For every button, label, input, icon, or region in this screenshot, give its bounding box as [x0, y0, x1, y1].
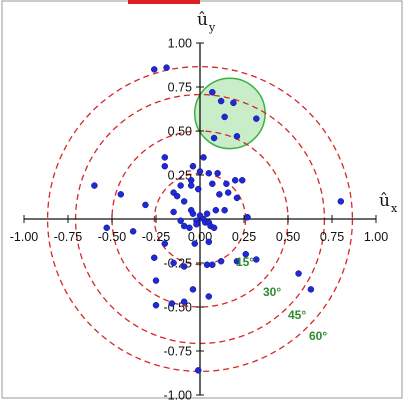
- x-tick-label: 0.75: [320, 230, 344, 244]
- data-point: [170, 259, 177, 267]
- data-point: [337, 198, 345, 205]
- data-point: [221, 206, 228, 214]
- data-point: [212, 206, 220, 214]
- x-tick-label: 1.00: [364, 230, 388, 244]
- data-point: [177, 217, 184, 225]
- data-point: [173, 192, 181, 200]
- data-point: [203, 210, 211, 217]
- data-point: [194, 367, 202, 374]
- x-tick-label: 0.25: [232, 230, 256, 244]
- data-point: [253, 256, 260, 263]
- data-point: [180, 298, 188, 305]
- data-point: [295, 270, 302, 277]
- x-tick-label: 0.50: [276, 230, 300, 244]
- y-tick-label: 0.50: [168, 125, 192, 139]
- data-point: [233, 257, 241, 265]
- y-tick-label: 0.75: [168, 81, 192, 95]
- data-point: [189, 210, 197, 217]
- y-tick-label: -1.00: [164, 389, 193, 401]
- y-tick-label: -0.75: [164, 345, 193, 359]
- data-point: [221, 113, 228, 121]
- data-point: [205, 238, 213, 246]
- angle-circle-label: 60°: [309, 329, 327, 343]
- data-point: [180, 222, 188, 230]
- top-decoration: [128, 0, 200, 4]
- data-point: [210, 224, 218, 232]
- x-tick-label: -1.00: [10, 230, 39, 244]
- data-point: [209, 89, 216, 96]
- data-point: [129, 228, 137, 235]
- x-tick-label: -0.50: [98, 230, 127, 244]
- x-tick-label: -0.75: [54, 230, 83, 244]
- data-point: [233, 194, 241, 202]
- data-point: [205, 293, 213, 300]
- angle-circle-label: 45°: [288, 308, 306, 322]
- y-tick-label: 0.25: [168, 169, 192, 183]
- data-point: [242, 250, 250, 258]
- data-point: [196, 168, 204, 175]
- data-point: [216, 191, 223, 198]
- x-tick-label: -0.25: [142, 230, 171, 244]
- data-point: [187, 182, 195, 189]
- data-point: [163, 64, 170, 71]
- data-point: [238, 177, 246, 184]
- data-point: [200, 154, 207, 161]
- x-axis-label: ûx: [379, 191, 398, 215]
- data-point: [161, 154, 169, 161]
- data-point: [189, 162, 197, 170]
- data-point: [152, 277, 160, 284]
- y-tick-label: -0.50: [164, 301, 193, 315]
- data-point: [244, 213, 251, 221]
- data-point: [217, 257, 225, 265]
- data-point: [209, 180, 216, 188]
- data-point: [307, 286, 315, 293]
- y-tick-label: -0.25: [164, 257, 193, 271]
- data-point: [224, 189, 232, 196]
- y-tick-label: 1.00: [168, 37, 192, 51]
- data-point: [177, 182, 184, 189]
- data-point: [161, 240, 169, 247]
- data-point: [191, 240, 198, 247]
- data-point: [253, 115, 260, 122]
- data-point: [233, 133, 241, 140]
- data-point: [152, 301, 160, 309]
- data-point: [150, 254, 158, 261]
- data-point: [230, 99, 237, 107]
- angle-circle-label: 30°: [263, 285, 281, 299]
- data-point: [117, 191, 125, 198]
- data-point: [150, 66, 158, 73]
- data-point: [180, 263, 188, 270]
- data-point: [189, 286, 197, 293]
- data-point: [170, 208, 177, 216]
- data-point: [161, 162, 169, 170]
- data-point: [214, 169, 221, 177]
- data-point: [91, 182, 98, 189]
- data-point: [210, 134, 218, 142]
- data-point: [180, 198, 188, 205]
- data-point: [168, 300, 176, 307]
- highlight-region: [193, 77, 266, 150]
- angle-circle-label: 15°: [236, 255, 254, 269]
- data-point: [193, 221, 200, 228]
- data-point: [217, 97, 225, 105]
- data-point: [223, 180, 230, 188]
- data-point: [142, 201, 149, 209]
- data-point: [103, 224, 110, 232]
- y-axis-label: ûy: [197, 10, 216, 34]
- data-point: [209, 261, 216, 269]
- data-point: [194, 185, 202, 193]
- data-point: [205, 169, 213, 177]
- data-point: [231, 177, 239, 184]
